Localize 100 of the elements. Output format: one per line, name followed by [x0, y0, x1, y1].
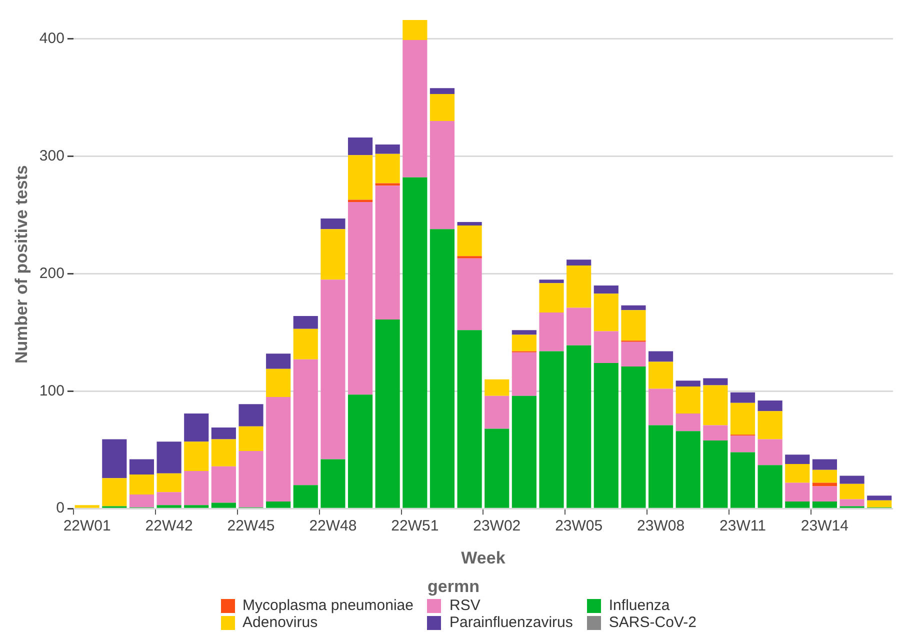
x-tick-label: 23W02: [473, 518, 521, 535]
bar: [129, 474, 154, 495]
bar: [758, 465, 782, 508]
y-tick-label: 0: [56, 500, 64, 517]
bar: [594, 331, 618, 363]
legend-label: Adenovirus: [242, 614, 318, 631]
bar: [293, 316, 318, 329]
bar: [594, 285, 618, 294]
bar: [484, 428, 510, 508]
bar: [867, 496, 892, 500]
bar: [539, 312, 564, 352]
y-tick-label: 300: [39, 147, 64, 164]
bar: [703, 425, 728, 440]
bar: [457, 222, 482, 226]
bar: [430, 88, 455, 94]
x-tick-label: 23W08: [637, 518, 685, 535]
bar: [730, 402, 756, 435]
bar: [293, 485, 318, 508]
bar: [320, 280, 346, 460]
bar: [320, 459, 346, 508]
bar: [457, 330, 482, 508]
x-tick-label: 22W51: [391, 518, 439, 535]
bar: [293, 359, 318, 486]
bar: [539, 283, 564, 312]
bar: [676, 380, 700, 386]
bar: [539, 351, 564, 508]
bar: [156, 442, 182, 474]
bar: [621, 310, 646, 341]
bar: [102, 439, 127, 478]
bar: [785, 464, 810, 483]
x-tick-label: 23W11: [720, 518, 766, 535]
bar: [758, 411, 782, 440]
bar: [648, 351, 674, 362]
bar: [74, 505, 100, 508]
bar: [730, 392, 756, 403]
bar: [348, 200, 373, 202]
bar: [211, 502, 236, 508]
bar: [812, 482, 837, 486]
bar: [320, 218, 346, 230]
y-tick-label: 100: [39, 382, 64, 400]
bar: [676, 386, 700, 414]
bar: [512, 396, 536, 508]
x-tick-label: 23W14: [800, 518, 848, 535]
bar: [730, 436, 756, 452]
y-tick-label: 200: [39, 264, 64, 282]
bar: [785, 482, 810, 502]
bar: [348, 155, 373, 200]
x-axis-title: Week: [461, 548, 506, 568]
bar: [266, 502, 291, 508]
bar: [512, 330, 536, 335]
bar: [402, 20, 428, 40]
bar: [184, 471, 209, 506]
bar: [730, 452, 756, 508]
bar: [812, 502, 837, 508]
bar: [402, 40, 428, 178]
bar: [840, 484, 864, 500]
bar: [211, 466, 236, 503]
bar: [211, 428, 236, 440]
bar: [648, 362, 674, 389]
bar: [266, 354, 291, 369]
bar: [375, 154, 400, 184]
bar: [621, 342, 646, 366]
bar: [840, 499, 864, 506]
bar: [430, 94, 455, 122]
bar: [648, 388, 674, 426]
bar: [348, 202, 373, 395]
legend-title: germn: [428, 577, 480, 597]
bar: [566, 308, 592, 346]
x-tick-label: 22W45: [227, 518, 275, 535]
bar: [703, 440, 728, 508]
bar: [156, 505, 182, 508]
bar: [594, 362, 618, 508]
bar: [293, 328, 318, 360]
bar: [238, 451, 264, 508]
bar: [430, 229, 455, 508]
bar: [484, 379, 510, 396]
bar: [648, 425, 674, 508]
bar: [539, 280, 564, 284]
bar: [375, 320, 400, 508]
bar: [812, 459, 837, 470]
bar: [840, 476, 864, 484]
bar: [320, 229, 346, 280]
bar: [785, 454, 810, 464]
bar: [512, 334, 536, 352]
y-axis-title: Number of positive tests: [12, 165, 31, 364]
bar: [375, 144, 400, 154]
bar: [703, 385, 728, 426]
y-tick-label: 400: [39, 30, 64, 47]
legend-label: SARS-CoV-2: [608, 614, 696, 631]
bar: [867, 500, 892, 508]
bar: [156, 473, 182, 492]
bar: [758, 439, 782, 466]
bar: [375, 186, 400, 320]
legend-label: Mycoplasma pneumoniae: [242, 597, 414, 614]
bar: [676, 431, 700, 508]
bar: [758, 400, 782, 412]
bar: [402, 177, 428, 508]
x-tick-label: 22W48: [309, 518, 357, 535]
bar: [184, 505, 209, 508]
bar: [512, 352, 536, 396]
